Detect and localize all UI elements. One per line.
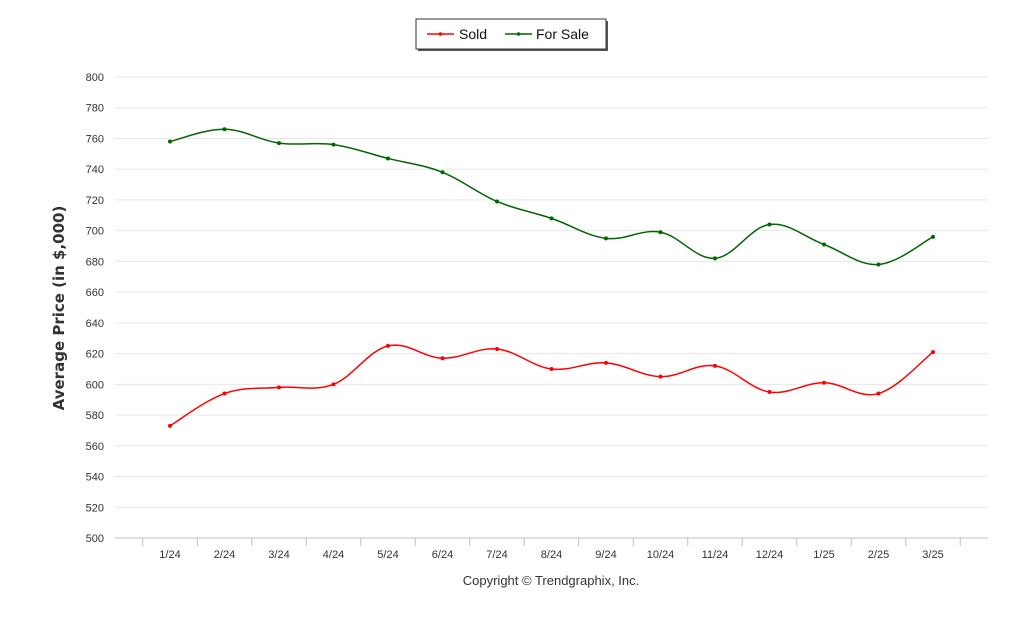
- x-tick-label: 10/24: [647, 549, 675, 561]
- series-line-sold: [169, 344, 934, 427]
- data-point-sold: [713, 363, 717, 368]
- axis-layer: 500 520 540 560 580 600 620 640 660 680 700 720 740 7…: [86, 72, 988, 561]
- grid-layer: [115, 76, 988, 508]
- legend-for-sale-label: For Sale: [536, 26, 589, 42]
- data-point-for-sale: [658, 230, 663, 235]
- data-point-sold: [386, 343, 390, 348]
- y-tick-label: 720: [86, 195, 104, 207]
- y-tick-label: 540: [86, 472, 104, 484]
- legend-for-sale-marker: [516, 32, 521, 36]
- data-point-for-sale: [222, 127, 227, 132]
- x-tick-label: 3/24: [268, 549, 289, 561]
- data-point-for-sale: [713, 256, 717, 261]
- data-point-for-sale: [168, 139, 172, 144]
- data-point-sold: [331, 382, 336, 387]
- data-point-sold: [495, 346, 499, 351]
- x-tick-label: 8/24: [541, 549, 562, 561]
- y-tick-label: 800: [86, 72, 104, 84]
- series-layer: [168, 127, 935, 428]
- x-tick-label: 2/25: [868, 549, 889, 561]
- x-tick-label: 2/24: [214, 549, 235, 561]
- data-point-for-sale: [495, 199, 499, 204]
- data-point-sold: [440, 356, 445, 361]
- data-point-sold: [876, 391, 881, 396]
- x-tick-label: 3/25: [922, 549, 943, 561]
- y-tick-label: 680: [86, 256, 104, 268]
- data-point-sold: [767, 390, 772, 395]
- data-point-for-sale: [386, 156, 390, 161]
- y-tick-label: 520: [86, 502, 104, 514]
- x-tick-label: 5/24: [377, 549, 398, 561]
- data-point-sold: [931, 350, 935, 355]
- y-tick-label: 700: [86, 226, 104, 238]
- data-point-sold: [549, 366, 554, 371]
- y-tick-label: 780: [86, 103, 104, 115]
- data-point-sold: [604, 360, 608, 365]
- x-tick-label: 4/24: [323, 549, 344, 561]
- data-point-for-sale: [277, 141, 281, 146]
- y-tick-label: 640: [86, 318, 104, 330]
- x-tick-label: 7/24: [486, 549, 507, 561]
- y-tick-label: 600: [86, 379, 104, 391]
- y-tick-label: 660: [86, 287, 104, 299]
- x-tick-label: 12/24: [756, 549, 784, 561]
- copyright-text: Copyright © Trendgraphix, Inc.: [463, 573, 640, 588]
- x-tick-label: 1/25: [813, 549, 834, 561]
- y-tick-label: 740: [86, 164, 104, 176]
- y-tick-label: 500: [86, 533, 104, 545]
- x-tick-label: 1/24: [159, 549, 180, 561]
- data-point-sold: [277, 385, 281, 390]
- y-tick-label: 760: [86, 133, 104, 145]
- y-tick-label: 580: [86, 410, 104, 422]
- data-point-for-sale: [931, 234, 935, 239]
- x-tick-label: 6/24: [432, 549, 453, 561]
- data-point-for-sale: [440, 170, 445, 175]
- data-point-sold: [222, 391, 227, 396]
- data-point-sold: [658, 374, 663, 379]
- data-point-sold: [822, 380, 826, 385]
- data-point-for-sale: [876, 262, 881, 267]
- legend: Sold For Sale: [415, 18, 608, 51]
- legend-sold-label: Sold: [459, 26, 487, 42]
- legend-sold-marker: [438, 32, 443, 36]
- data-point-sold: [168, 423, 172, 428]
- x-tick-label: 9/24: [595, 549, 616, 561]
- data-point-for-sale: [549, 216, 554, 221]
- data-point-for-sale: [604, 236, 608, 241]
- data-point-for-sale: [767, 222, 772, 227]
- data-point-for-sale: [331, 142, 336, 147]
- y-axis-title: Average Price (in $,000): [50, 206, 68, 411]
- series-line-for-sale: [169, 128, 934, 266]
- data-point-for-sale: [822, 242, 826, 247]
- y-tick-label: 560: [86, 441, 104, 453]
- x-tick-label: 11/24: [702, 549, 729, 561]
- y-tick-label: 620: [86, 349, 104, 361]
